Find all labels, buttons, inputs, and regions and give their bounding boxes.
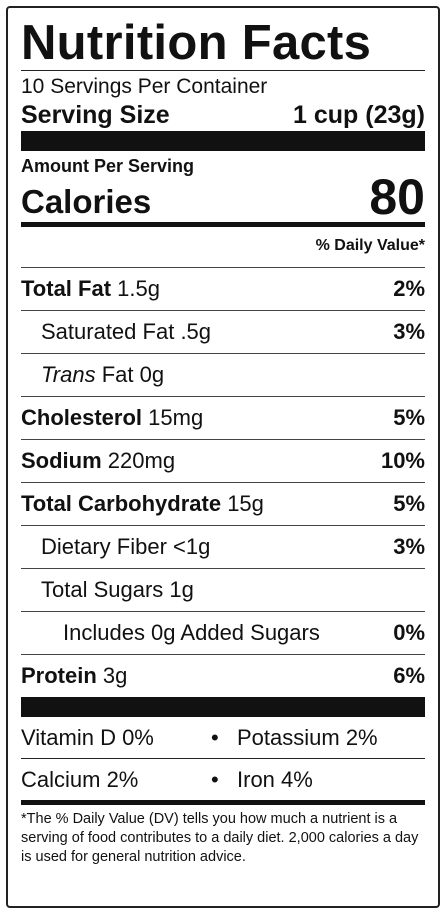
medium-divider [21,222,425,227]
nutrition-label-body: Nutrition Facts 10 Servings Per Containe… [21,8,425,906]
total-carbohydrate-row: Total Carbohydrate 15g 5% [21,482,425,525]
iron: Iron 4% [237,766,313,792]
sodium-row: Sodium 220mg 10% [21,439,425,482]
nutrient-amount: 15mg [148,405,204,430]
calories-label: Calories [21,183,152,220]
nutrient-dv: 2% [393,276,425,301]
cholesterol-row: Cholesterol 15mg 5% [21,396,425,439]
serving-size-label: Serving Size [21,101,170,129]
serving-size-value: 1 cup (23g) [293,101,425,129]
nutrient-dv: 0% [393,620,425,645]
nutrient-dv: 5% [393,405,425,430]
nutrient-amount: <1g [173,534,211,559]
nutrition-label: Nutrition Facts 10 Servings Per Containe… [6,6,440,908]
medium-divider [21,800,425,805]
nutrient-label-italic: Trans [41,362,96,387]
protein-row: Protein 3g 6% [21,654,425,697]
trans-fat-row: Trans Fat 0g [21,353,425,396]
serving-size-row: Serving Size 1 cup (23g) [21,100,425,130]
calories-value: 80 [369,169,425,225]
nutrient-label: Total Fat [21,276,112,301]
thick-divider [21,131,425,151]
nutrient-amount: 15g [227,491,264,516]
footnote: *The % Daily Value (DV) tells you how mu… [21,811,419,865]
nutrient-amount: 220mg [107,448,176,473]
potassium: Potassium 2% [237,724,378,750]
total-sugars-row: Total Sugars 1g [21,568,425,611]
nutrient-label: Saturated Fat [41,319,175,344]
divider [21,70,425,71]
total-fat-row: Total Fat 1.5g 2% [21,267,425,310]
nutrient-label: Cholesterol [21,405,143,430]
nutrient-dv: 6% [393,663,425,688]
bullet-icon: • [211,724,219,750]
divider [21,758,425,759]
thick-divider [21,697,425,717]
amount-per-serving: Amount Per Serving [21,156,195,176]
nutrient-amount: .5g [180,319,212,344]
nutrient-label: Protein [21,663,97,688]
nutrient-amount: 1g [169,577,194,602]
added-sugars-row: Includes 0g Added Sugars 0% [21,611,425,654]
vitamin-d: Vitamin D 0% [21,724,154,750]
nutrient-label: Includes 0g Added Sugars [63,620,320,645]
servings-per-container: 10 Servings Per Container [21,75,268,98]
nutrient-amount: 1.5g [117,276,160,301]
nutrient-dv: 5% [393,491,425,516]
calcium: Calcium 2% [21,766,139,792]
mineral-row: Calcium 2% • Iron 4% [21,759,425,800]
saturated-fat-row: Saturated Fat .5g 3% [21,310,425,353]
nutrient-dv: 10% [380,448,425,473]
nutrient-dv: 3% [393,534,425,559]
nutrient-label: Fat [101,362,134,387]
calories-row: Calories 80 [21,169,425,225]
nutrient-amount: 0g [139,362,165,387]
nutrient-dv: 3% [393,319,425,344]
label-title: Nutrition Facts [21,16,372,70]
nutrient-label: Sodium [21,448,102,473]
nutrient-label: Dietary Fiber [41,534,167,559]
nutrient-label: Total Carbohydrate [21,491,222,516]
daily-value-header: % Daily Value* [315,237,425,254]
nutrient-amount: 3g [102,663,128,688]
nutrient-label: Total Sugars [41,577,164,602]
dietary-fiber-row: Dietary Fiber <1g 3% [21,525,425,568]
bullet-icon: • [211,766,219,792]
vitamin-row: Vitamin D 0% • Potassium 2% [21,717,425,758]
